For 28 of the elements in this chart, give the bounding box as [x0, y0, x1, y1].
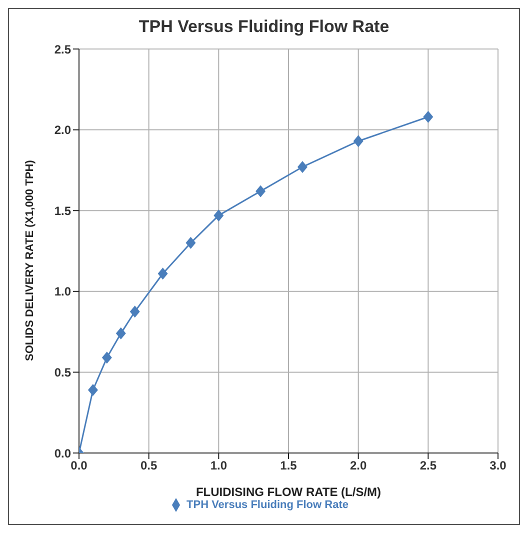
chart-title: TPH Versus Fluiding Flow Rate	[138, 17, 390, 37]
point	[158, 268, 168, 280]
y-tick-label: 2.5	[54, 42, 72, 56]
point	[423, 110, 434, 123]
point	[186, 236, 196, 249]
point	[88, 384, 98, 396]
x-tick-label: 1.0	[210, 458, 228, 473]
point	[116, 327, 126, 340]
x-tick-label: 1.5	[280, 458, 298, 473]
x-tick-label: 0.0	[70, 458, 88, 473]
point	[214, 209, 224, 222]
point	[256, 185, 266, 198]
x-tick-label: 3.0	[490, 458, 507, 473]
point	[297, 160, 308, 173]
y-tick-label: 0.5	[54, 365, 72, 380]
y-tick-label: 0.0	[54, 446, 72, 460]
y-tick-label: 2.0	[54, 123, 72, 138]
x-axis-title: FLUIDISING FLOW RATE (L/S/M)	[196, 485, 382, 499]
x-tick-label: 0.5	[140, 458, 158, 473]
legend-label: TPH Versus Fluiding Flow Rate	[186, 498, 348, 511]
x-tick-label: 2.0	[350, 458, 367, 473]
point	[130, 306, 140, 318]
y-tick-label: 1.0	[54, 284, 72, 299]
point	[353, 135, 364, 148]
y-tick-label: 1.5	[54, 204, 72, 218]
x-tick-label: 2.5	[420, 458, 437, 473]
y-axis-title: SOLIDS DELIVERY RATE (X1,000 TPH)	[24, 160, 36, 361]
point	[102, 352, 112, 364]
